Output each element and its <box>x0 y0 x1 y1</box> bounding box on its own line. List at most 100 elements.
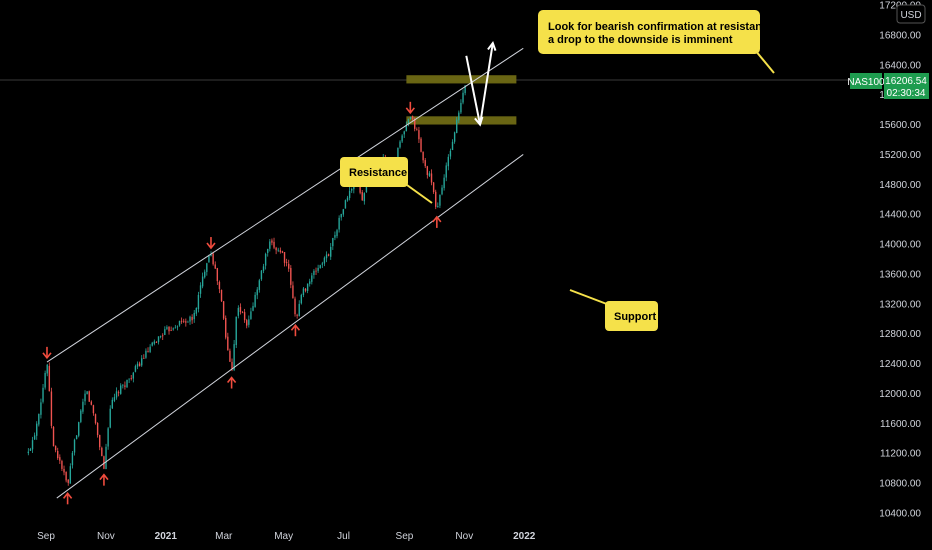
candle-body <box>321 263 324 265</box>
arrow-down-icon <box>405 101 415 115</box>
candle-body <box>227 336 229 351</box>
candle-body <box>248 319 250 325</box>
candle-body <box>155 342 158 343</box>
candle-body <box>132 372 135 379</box>
candle-body <box>189 316 191 322</box>
candle-body <box>67 479 69 483</box>
x-tick-label: May <box>274 531 293 542</box>
candle-body <box>128 378 130 380</box>
candle-body <box>94 414 97 424</box>
candle-body <box>82 401 84 412</box>
candle-body <box>250 311 252 319</box>
candle-body <box>464 85 466 94</box>
candle-body <box>254 294 256 307</box>
candle-body <box>298 303 300 317</box>
candle-body <box>243 312 246 321</box>
candle-body <box>363 193 366 202</box>
currency-box[interactable]: USD <box>896 4 926 24</box>
candle-body <box>443 177 445 189</box>
swing-pointers <box>42 101 442 505</box>
candle-body <box>225 318 227 338</box>
y-tick-label: 15600.00 <box>879 120 921 131</box>
candle-body <box>99 435 101 448</box>
candle-body <box>61 460 63 469</box>
candle-body <box>65 472 67 481</box>
candle-body <box>411 116 414 120</box>
candle-body <box>437 206 439 208</box>
candle-body <box>451 141 454 151</box>
arrow-down-icon <box>206 237 216 250</box>
candle-body <box>75 435 78 440</box>
candle-body <box>453 132 456 142</box>
candle-body <box>54 445 57 451</box>
candle-body <box>294 298 296 315</box>
candle-body <box>281 251 284 253</box>
candle-body <box>447 156 450 167</box>
candle-body <box>311 275 313 282</box>
candle-body <box>267 248 269 253</box>
candle-body <box>124 385 126 387</box>
candle-body <box>420 138 422 152</box>
arrow-down-icon <box>42 346 52 360</box>
candle-body <box>199 285 202 294</box>
candle-body <box>346 197 349 201</box>
candle-body <box>33 435 36 440</box>
candle-body <box>441 187 443 195</box>
candle-body <box>302 288 305 296</box>
candle-body <box>80 410 82 422</box>
y-tick-label: 11600.00 <box>880 419 921 430</box>
y-tick-label: 14400.00 <box>879 210 921 221</box>
candle-body <box>460 102 462 113</box>
candle-body <box>449 150 452 157</box>
x-tick-label: 2021 <box>155 531 178 542</box>
candle-body <box>48 365 51 392</box>
candle-body <box>222 301 225 319</box>
support-line <box>56 154 524 499</box>
candle-body <box>344 200 347 209</box>
supply-demand-zones <box>406 75 517 125</box>
candle-body <box>309 281 311 284</box>
y-axis[interactable]: 17200.0016800.0016400.0016000.0015600.00… <box>879 1 921 520</box>
candle-body <box>50 391 53 426</box>
candle-body <box>195 307 198 314</box>
candle-body <box>256 289 258 296</box>
arrow-up-icon <box>99 473 109 486</box>
candle-body <box>458 112 460 121</box>
callout-bearish-line-1: Look for bearish confirmation at resista… <box>548 21 777 33</box>
y-tick-label: 12400.00 <box>879 359 921 370</box>
x-tick-label: Sep <box>396 531 414 542</box>
candle-body <box>313 270 315 275</box>
price-zone <box>406 116 517 125</box>
x-axis[interactable]: Sep Nov 2021 Mar May Jul Sep Nov 2022 <box>37 531 536 542</box>
candle-body <box>418 130 420 140</box>
candle-body <box>130 378 132 379</box>
candle-body <box>176 326 179 328</box>
candle-body <box>416 129 418 131</box>
candle-body <box>252 306 254 311</box>
y-tick-label: 16400.00 <box>879 60 921 71</box>
candle-body <box>330 246 332 257</box>
candle-body <box>235 316 237 345</box>
countdown-value: 02:30:34 <box>887 88 926 99</box>
candle-body <box>191 316 193 321</box>
candle-body <box>92 405 95 414</box>
candle-body <box>117 392 120 394</box>
candle-body <box>206 263 208 272</box>
candle-body <box>361 192 363 201</box>
y-tick-label: 13200.00 <box>879 299 921 310</box>
candle-body <box>269 241 271 249</box>
candle-body <box>428 173 431 176</box>
candle-body <box>107 428 109 447</box>
y-tick-label: 10400.00 <box>879 509 921 520</box>
candle-body <box>185 321 187 323</box>
candle-body <box>218 282 221 290</box>
y-tick-label: 12000.00 <box>879 389 921 400</box>
candle-body <box>73 439 76 453</box>
candle-body <box>342 209 345 215</box>
last-price-tag: 16206.54 02:30:34 <box>884 73 929 99</box>
candle-body <box>126 379 128 388</box>
projection-up-arrow <box>479 41 497 125</box>
candle-body <box>239 307 242 313</box>
candle-body <box>180 320 183 322</box>
